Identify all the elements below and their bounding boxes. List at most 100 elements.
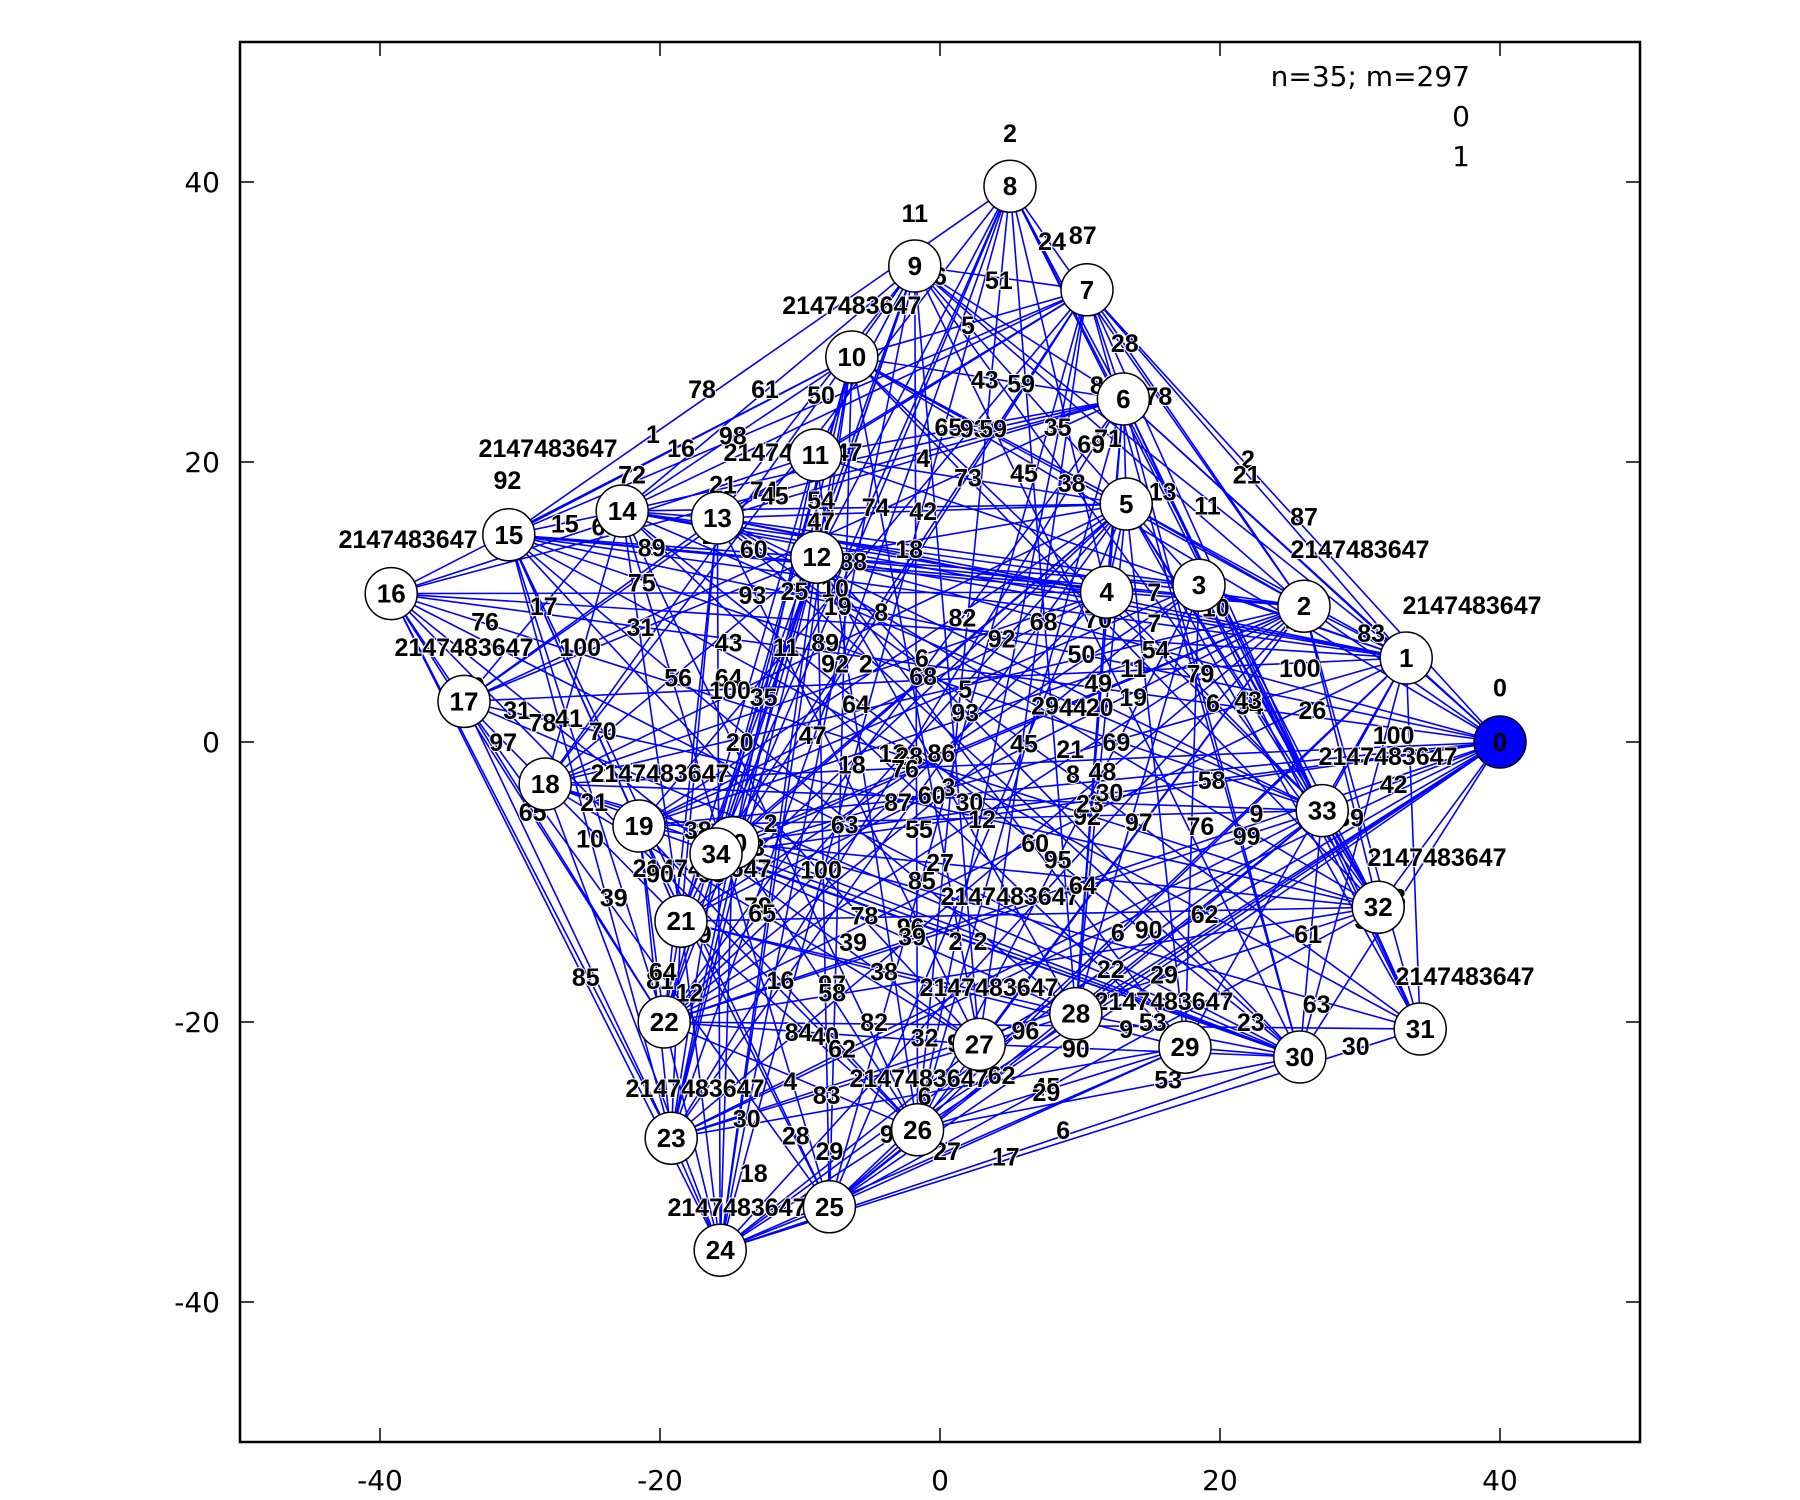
edge (670, 1043, 980, 1139)
edge-weight-label: 70 (589, 718, 617, 746)
graph-node-3: 3 (1172, 558, 1226, 612)
edge-weight-label: 38 (1058, 470, 1086, 498)
graph-node-34: 34 (689, 827, 743, 881)
edge (851, 356, 1124, 400)
edge-weight-label: 2147483647 (940, 883, 1079, 911)
graph-node-7: 7 (1060, 263, 1114, 317)
node-circle (1351, 880, 1405, 934)
node-circle (644, 1111, 698, 1165)
edge (463, 701, 672, 1139)
edge-weight-label: 75 (628, 569, 656, 597)
edge (1122, 398, 1501, 743)
edge-weight-label: 2147483647 (590, 760, 729, 788)
edge-weight-label: 92 (821, 651, 849, 679)
edge-weight-label: 61 (1294, 921, 1322, 949)
node-label: 29 (1171, 1032, 1200, 1062)
edge-weight-label: 55 (905, 816, 933, 844)
edge (1075, 809, 1323, 1015)
edge-weight-label: 13 (1149, 478, 1177, 506)
edge (1405, 657, 1421, 1030)
node-circle (437, 674, 491, 729)
edge (391, 592, 1501, 743)
edge-weight-label: 45 (761, 483, 789, 511)
edge-weight-label: 24 (1038, 228, 1066, 256)
edge (719, 741, 1501, 1251)
graph-node-10: 10 (825, 330, 879, 384)
node-circle (689, 827, 743, 881)
edge (463, 510, 623, 702)
edge (851, 356, 1379, 908)
edge (463, 700, 1301, 1058)
edge-weight-label: 32 (911, 1024, 939, 1052)
edge (917, 741, 1501, 1131)
edge-weight-label: 2147483647 (338, 526, 477, 554)
node-circle (1172, 558, 1226, 612)
node-circle (802, 1180, 857, 1234)
edge-weight-label: 10 (576, 826, 604, 854)
edge (816, 556, 1305, 607)
edge-weight-label: 30 (733, 1106, 761, 1134)
edge (917, 1056, 1300, 1131)
node-circle (952, 1017, 1006, 1072)
edge-weight-label: 85 (572, 964, 600, 992)
edge (816, 265, 916, 558)
node-circle (595, 484, 649, 538)
edge (390, 592, 1379, 908)
node-circle (890, 1103, 945, 1157)
edge-weight-label: 2147483647 (782, 292, 921, 320)
edge (508, 534, 1077, 1015)
edge-weight-label: 12 (968, 806, 996, 834)
graph-node-19: 19 (612, 799, 666, 853)
edge-weight-label: 100 (1279, 655, 1321, 683)
node-circle (482, 508, 536, 562)
edge-weight-label: 87 (1290, 504, 1318, 532)
x-tick-label: 0 (931, 1464, 949, 1497)
edge-weight-label: 68 (909, 663, 937, 691)
legend-title: n=35; m=297 (1271, 60, 1470, 93)
edge (391, 591, 1107, 595)
edge (663, 503, 1127, 1023)
edge-weight-label: 45 (1032, 1073, 1060, 1101)
edge (719, 842, 734, 1251)
edge-weight-label: 78 (850, 903, 878, 931)
graph-node-8: 8 (983, 159, 1037, 213)
graph-node-30: 30 (1273, 1030, 1327, 1084)
edge (638, 825, 1301, 1058)
edge-weight-label: 92 (493, 467, 521, 495)
edge (1075, 584, 1200, 1014)
edge-weight-label: 27 (926, 849, 954, 877)
edge-weight-label: 11 (902, 200, 929, 228)
edge-weight-label: 64 (715, 665, 743, 693)
edge (544, 556, 818, 785)
node-circle (1158, 1020, 1212, 1074)
edge-weight-label: 97 (818, 971, 846, 999)
edge-weight-label: 2147483647 (849, 1065, 988, 1093)
node-label: 28 (1061, 999, 1090, 1029)
edge-weight-label: 65 (519, 799, 547, 827)
edge (914, 265, 1127, 505)
edge (719, 557, 818, 1251)
edge (680, 920, 919, 1131)
edge-weight-label: 31 (626, 614, 654, 642)
edge (622, 398, 1124, 512)
edge-weight-label: 2 (974, 928, 988, 956)
node-label: 19 (625, 811, 654, 841)
edge-weight-label: 9 (1249, 800, 1263, 828)
edge (670, 503, 1127, 1139)
edge-weight-label: 85 (908, 868, 936, 896)
node-label: 13 (703, 503, 732, 533)
graph-node-12: 12 (790, 530, 844, 584)
edge-weight-label: 47 (799, 722, 827, 750)
edge-weight-label: 18 (838, 751, 866, 779)
edge-weight-label: 64 (649, 959, 677, 987)
node-label: 16 (377, 579, 406, 609)
edge (914, 265, 980, 1045)
edge (828, 289, 1088, 1208)
graph-node-11: 11 (788, 428, 843, 482)
graph-node-33: 33 (1295, 783, 1349, 838)
edge-weight-label: 92 (1073, 803, 1101, 831)
edge (508, 534, 1305, 607)
node-circle (1273, 1030, 1327, 1084)
edge (638, 605, 1305, 827)
